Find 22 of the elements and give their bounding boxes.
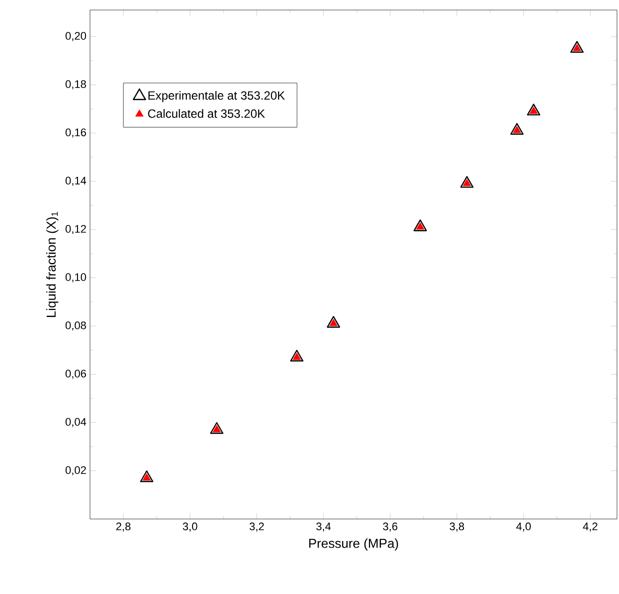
y-tick-label: 0,06 xyxy=(66,370,86,379)
legend-label: Experimentale at 353.20K xyxy=(148,90,285,102)
y-tick-label: 0,20 xyxy=(66,32,86,42)
y-tick-label: 0,18 xyxy=(66,80,86,90)
legend-label: Calculated at 353.20K xyxy=(148,109,265,118)
x-tick-label: 4,0 xyxy=(516,522,531,532)
x-tick-label: 3,8 xyxy=(450,522,464,532)
y-tick-label: 0,04 xyxy=(66,418,86,428)
x-tick-label: 3,2 xyxy=(250,522,264,532)
x-axis-title: Pressure (MPa) xyxy=(309,538,398,550)
y-tick-label: 0,16 xyxy=(66,128,86,138)
y-tick-label: 0,14 xyxy=(66,176,86,186)
x-tick-label: 3,4 xyxy=(316,522,331,532)
y-tick-label: 0,02 xyxy=(66,466,86,476)
x-tick-label: 3,0 xyxy=(182,522,198,532)
x-tick-label: 4,2 xyxy=(582,522,598,532)
y-tick-label: 0,10 xyxy=(66,273,86,282)
x-tick-label: 2,8 xyxy=(116,522,130,532)
x-tick-label: 3,6 xyxy=(382,522,398,532)
y-axis-title: Liquid fraction (X)$_{1}$ xyxy=(46,212,58,317)
y-tick-label: 0,08 xyxy=(66,321,86,331)
y-tick-label: 0,12 xyxy=(66,225,86,234)
